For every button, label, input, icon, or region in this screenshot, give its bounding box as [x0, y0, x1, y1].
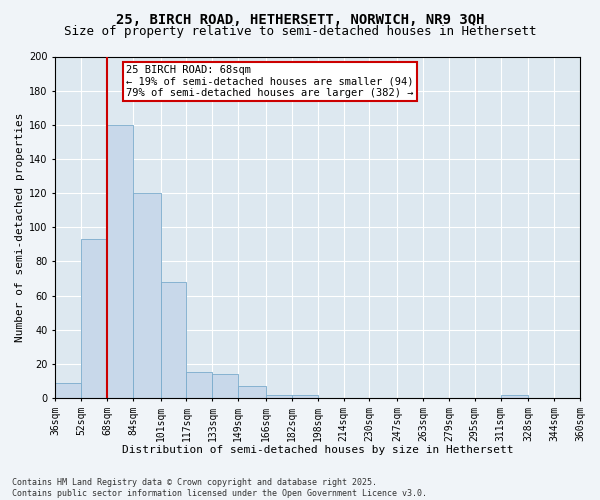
Bar — [81, 239, 107, 398]
Text: 25, BIRCH ROAD, HETHERSETT, NORWICH, NR9 3QH: 25, BIRCH ROAD, HETHERSETT, NORWICH, NR9… — [116, 12, 484, 26]
Bar — [238, 386, 266, 398]
Bar — [133, 193, 161, 398]
Bar — [212, 374, 238, 398]
Text: Contains HM Land Registry data © Crown copyright and database right 2025.
Contai: Contains HM Land Registry data © Crown c… — [12, 478, 427, 498]
Bar — [187, 372, 212, 398]
Bar — [266, 394, 292, 398]
Bar — [55, 382, 81, 398]
X-axis label: Distribution of semi-detached houses by size in Hethersett: Distribution of semi-detached houses by … — [122, 445, 514, 455]
Bar — [292, 394, 317, 398]
Bar — [500, 394, 528, 398]
Bar — [107, 125, 133, 398]
Text: 25 BIRCH ROAD: 68sqm
← 19% of semi-detached houses are smaller (94)
79% of semi-: 25 BIRCH ROAD: 68sqm ← 19% of semi-detac… — [126, 65, 413, 98]
Bar — [161, 282, 187, 398]
Text: Size of property relative to semi-detached houses in Hethersett: Size of property relative to semi-detach… — [64, 25, 536, 38]
Y-axis label: Number of semi-detached properties: Number of semi-detached properties — [15, 112, 25, 342]
